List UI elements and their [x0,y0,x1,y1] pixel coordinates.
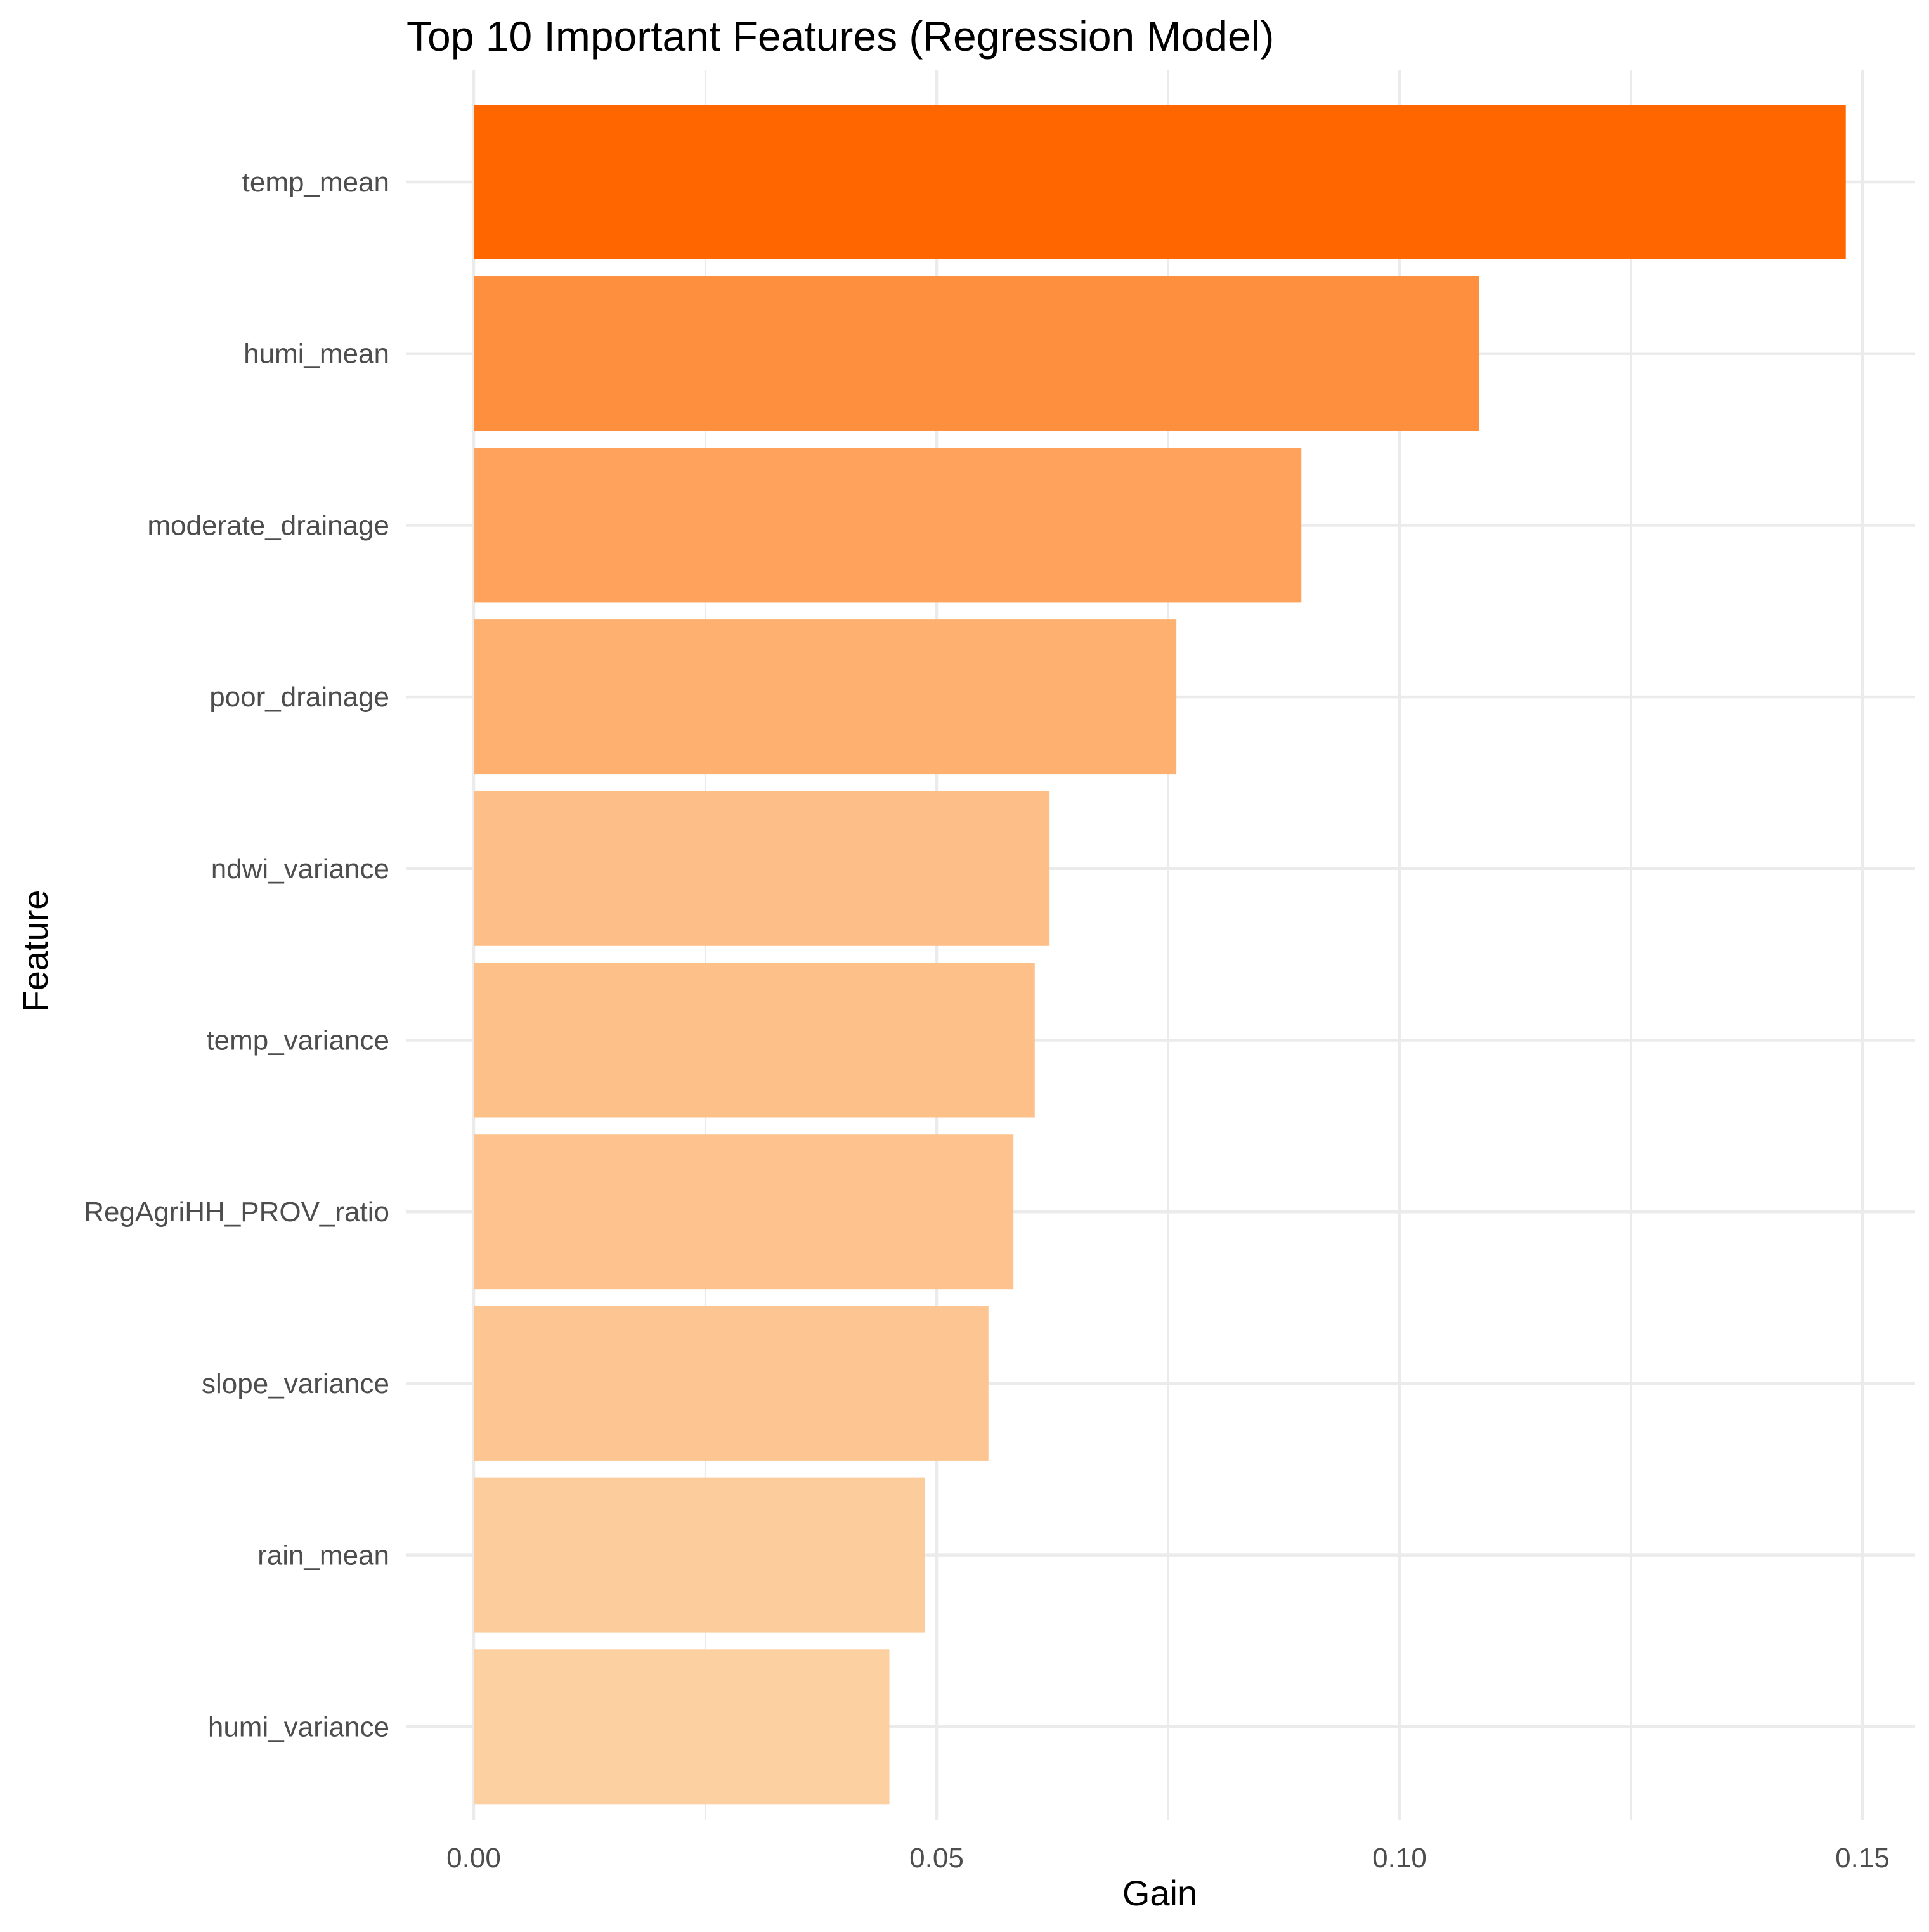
bars [474,105,1846,1805]
y-tick-label: temp_variance [206,1025,389,1056]
bar-humi-variance [474,1649,890,1805]
y-axis-tick-labels: temp_mean humi_mean moderate_drainage poor_… [84,167,389,1742]
y-tick-label: slope_variance [202,1368,389,1399]
bar-regagrihh-prov-ratio [474,1134,1014,1290]
bar-moderate-drainage [474,448,1302,603]
y-tick-label: humi_mean [244,339,389,370]
x-tick-label: 0.00 [446,1843,501,1874]
x-axis-title: Gain [1122,1873,1197,1913]
x-axis-tick-labels: 0.00 0.05 0.10 0.15 [446,1843,1890,1874]
y-tick-label: ndwi_variance [211,853,389,885]
bar-slope-variance [474,1306,989,1461]
y-tick-label: poor_drainage [209,682,389,713]
bar-poor-drainage [474,619,1177,775]
x-tick-label: 0.15 [1835,1843,1890,1874]
y-tick-label: moderate_drainage [147,510,389,541]
chart-title: Top 10 Important Features (Regression Mo… [406,13,1274,60]
y-tick-label: rain_mean [257,1540,389,1571]
bar-humi-mean [474,276,1479,431]
y-tick-label: temp_mean [242,167,389,198]
y-tick-label: RegAgriHH_PROV_ratio [84,1196,389,1228]
bar-temp-variance [474,963,1035,1118]
x-tick-label: 0.10 [1372,1843,1427,1874]
y-tick-label: humi_variance [208,1711,389,1742]
y-axis-title: Feature [15,890,55,1013]
bar-temp-mean [474,105,1846,259]
bar-ndwi-variance [474,791,1050,946]
bar-rain-mean [474,1477,925,1633]
x-tick-label: 0.05 [909,1843,964,1874]
